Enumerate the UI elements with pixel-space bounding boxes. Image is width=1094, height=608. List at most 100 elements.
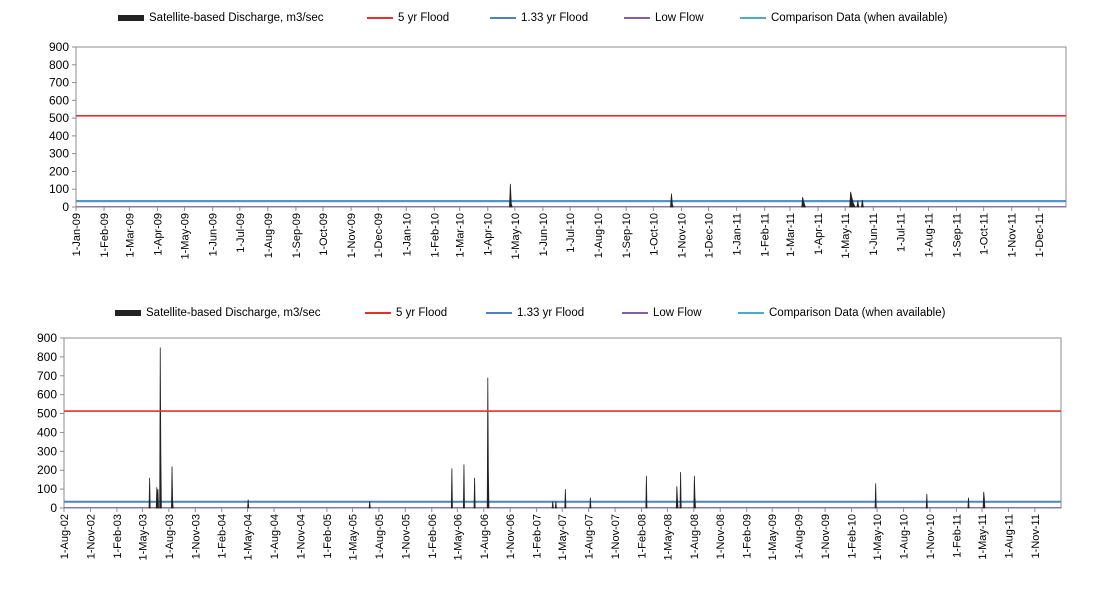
legend-swatch-133yr-flood <box>490 17 516 19</box>
x-tick-label: 1-Aug-10 <box>899 514 911 559</box>
y-tick-label: 600 <box>37 388 57 402</box>
x-tick-label: 1-Aug-10 <box>593 213 605 258</box>
x-tick-label: 1-Nov-09 <box>820 514 832 559</box>
x-tick-label: 1-Nov-11 <box>1030 514 1042 558</box>
y-tick-label: 800 <box>49 58 69 72</box>
x-tick-label: 1-Nov-05 <box>400 514 412 559</box>
legend-5yr-flood: 5 yr Flood <box>367 12 449 24</box>
x-tick-label: 1-Aug-11 <box>923 213 935 257</box>
x-tick-label: 1-May-08 <box>662 514 674 560</box>
y-tick-label: 300 <box>49 147 69 161</box>
discharge-spike <box>564 489 567 509</box>
discharge-spike <box>155 487 159 509</box>
x-tick-label: 1-Feb-04 <box>217 514 229 559</box>
x-tick-label: 1-Nov-10 <box>676 213 688 258</box>
x-tick-label: 1-Feb-06 <box>427 514 439 559</box>
discharge-spike <box>486 377 490 509</box>
y-tick-label: 900 <box>49 40 69 54</box>
legend-133yr-flood: 1.33 yr Flood <box>486 307 584 319</box>
x-tick-label: 1-Aug-06 <box>479 514 491 559</box>
x-tick-label: 1-Feb-09 <box>742 514 754 559</box>
x-tick-label: 1-Mar-09 <box>124 213 136 258</box>
legend-swatch-133yr-flood <box>486 312 512 314</box>
x-tick-label: 1-May-10 <box>510 213 522 259</box>
x-tick-label: 1-May-07 <box>557 514 569 560</box>
discharge-chart-2009-2011: Satellite-based Discharge, m3/sec 5 yr F… <box>0 0 1094 300</box>
x-tick-label: 1-Nov-02 <box>85 514 97 559</box>
x-tick-label: 1-May-09 <box>180 213 192 259</box>
discharge-spike <box>679 472 682 509</box>
legend-low-flow: Low Flow <box>622 307 702 319</box>
legend-label-5yr-flood: 5 yr Flood <box>396 307 448 319</box>
x-tick-label: 1-Nov-09 <box>346 213 358 258</box>
plot-area-top: 0 100 200 300 400 500 600 700 800 900 1-Jan-09 1-Fe… <box>49 40 1067 259</box>
x-tick-label: 1-Aug-07 <box>584 514 596 559</box>
legend-label-low-flow: Low Flow <box>653 307 702 319</box>
plot-frame <box>63 337 1062 509</box>
discharge-spike <box>462 464 465 509</box>
legend-low-flow: Low Flow <box>624 12 704 24</box>
x-tick-label: 1-Nov-08 <box>715 514 727 559</box>
x-tick-label: 1-Sep-10 <box>621 213 633 258</box>
legend-label-comparison: Comparison Data (when available) <box>771 12 948 24</box>
x-tick-label: 1-Jun-09 <box>208 213 220 256</box>
y-tick-label: 400 <box>49 129 69 143</box>
x-tick-label: 1-Nov-06 <box>505 514 517 559</box>
y-tick-label: 100 <box>49 182 69 196</box>
x-tick-label: 1-Aug-05 <box>374 514 386 559</box>
x-tick-label: 1-Aug-09 <box>794 514 806 559</box>
x-tick-label: 1-Feb-10 <box>429 213 441 258</box>
x-tick-label: 1-Mar-10 <box>455 213 467 258</box>
x-tick-label: 1-Dec-09 <box>373 213 385 258</box>
discharge-spike <box>861 199 864 208</box>
y-tick-label: 0 <box>62 200 69 214</box>
discharge-spike <box>159 347 162 509</box>
legend-swatch-low-flow <box>624 17 650 19</box>
x-tick-label: 1-Oct-11 <box>979 213 991 255</box>
discharge-spike <box>874 483 877 509</box>
discharge-spike <box>148 477 151 509</box>
legend-swatch-5yr-flood <box>365 312 391 314</box>
y-tick-label: 700 <box>49 76 69 90</box>
legend-label-133yr-flood: 1.33 yr Flood <box>517 307 585 319</box>
legend-label-5yr-flood: 5 yr Flood <box>398 12 450 24</box>
legend-comparison: Comparison Data (when available) <box>740 12 947 24</box>
x-tick-label: 1-Nov-07 <box>610 514 622 559</box>
legend-discharge: Satellite-based Discharge, m3/sec <box>115 307 321 319</box>
x-tick-label: 1-Dec-11 <box>1034 213 1046 257</box>
x-tick-label: 1-Apr-10 <box>483 213 495 256</box>
x-tick-label: 1-Mar-11 <box>785 213 797 257</box>
discharge-spike <box>368 501 371 509</box>
x-tick-label: 1-Jun-10 <box>538 213 550 256</box>
chart-legend: Satellite-based Discharge, m3/sec 5 yr F… <box>0 307 1094 323</box>
legend-5yr-flood: 5 yr Flood <box>365 307 447 319</box>
discharge-spike <box>247 499 250 509</box>
discharge-spike <box>925 493 928 509</box>
discharge-spike <box>645 475 648 509</box>
legend-label-discharge: Satellite-based Discharge, m3/sec <box>146 307 321 319</box>
x-tick-label: 1-Feb-10 <box>847 514 859 559</box>
y-tick-label: 0 <box>50 501 57 515</box>
y-tick-label: 600 <box>49 93 69 107</box>
discharge-spike <box>554 501 557 509</box>
plot-frame <box>75 46 1067 208</box>
discharge-spike <box>967 497 970 509</box>
x-tick-label: 1-Feb-09 <box>99 213 111 258</box>
discharge-spike <box>675 486 679 509</box>
y-tick-label: 800 <box>37 350 57 364</box>
x-tick-label: 1-May-09 <box>767 514 779 560</box>
x-tick-label: 1-May-06 <box>452 514 464 560</box>
x-tick-label: 1-Oct-10 <box>648 213 660 256</box>
x-tick-label: 1-Sep-09 <box>291 213 303 258</box>
x-tick-label: 1-May-03 <box>137 514 149 560</box>
chart-legend: Satellite-based Discharge, m3/sec 5 yr F… <box>0 12 1094 28</box>
x-tick-label: 1-Aug-08 <box>689 514 701 559</box>
discharge-spike <box>670 193 674 208</box>
x-tick-label: 1-May-05 <box>347 514 359 560</box>
x-tick-label: 1-Feb-05 <box>322 514 334 559</box>
x-tick-label: 1-Aug-03 <box>164 514 176 559</box>
y-tick-label: 500 <box>49 111 69 125</box>
x-tick-label: 1-May-10 <box>872 514 884 560</box>
y-tick-label: 300 <box>37 444 57 458</box>
legend-label-discharge: Satellite-based Discharge, m3/sec <box>149 12 324 24</box>
